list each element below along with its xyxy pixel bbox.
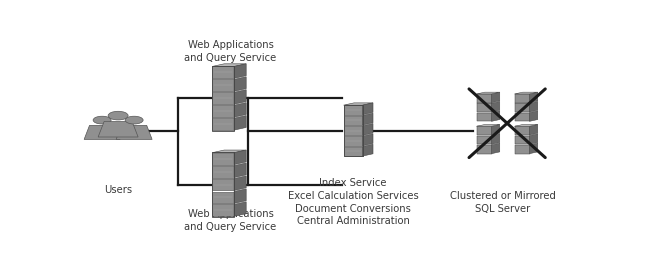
Polygon shape — [477, 92, 500, 94]
Polygon shape — [362, 144, 373, 156]
Polygon shape — [515, 125, 538, 126]
Polygon shape — [234, 150, 246, 165]
Polygon shape — [362, 123, 373, 136]
Polygon shape — [344, 103, 373, 105]
Polygon shape — [491, 111, 500, 121]
Polygon shape — [477, 126, 491, 135]
Polygon shape — [362, 113, 373, 125]
Polygon shape — [477, 125, 500, 126]
Circle shape — [125, 116, 143, 124]
Circle shape — [93, 116, 111, 124]
Polygon shape — [515, 103, 530, 112]
Polygon shape — [530, 92, 538, 103]
Polygon shape — [212, 179, 234, 190]
Polygon shape — [530, 143, 538, 154]
Polygon shape — [234, 102, 246, 117]
Text: Index Service
Excel Calculation Services
Document Conversions
Central Administra: Index Service Excel Calculation Services… — [288, 178, 419, 227]
Polygon shape — [212, 105, 234, 117]
Polygon shape — [212, 153, 234, 165]
Polygon shape — [515, 113, 530, 121]
Polygon shape — [234, 176, 246, 190]
Polygon shape — [515, 126, 530, 135]
Polygon shape — [212, 192, 234, 203]
Polygon shape — [344, 136, 362, 146]
Polygon shape — [212, 64, 246, 66]
Polygon shape — [477, 136, 491, 144]
Polygon shape — [515, 92, 538, 94]
Polygon shape — [212, 150, 246, 153]
Polygon shape — [234, 163, 246, 178]
Polygon shape — [515, 136, 530, 144]
Polygon shape — [234, 202, 246, 216]
Polygon shape — [344, 146, 362, 156]
Polygon shape — [530, 125, 538, 135]
Polygon shape — [515, 145, 530, 154]
Text: Clustered or Mirrored
SQL Server: Clustered or Mirrored SQL Server — [450, 191, 556, 214]
Polygon shape — [477, 103, 491, 112]
Polygon shape — [530, 101, 538, 112]
Polygon shape — [116, 125, 152, 139]
Polygon shape — [212, 166, 234, 178]
Polygon shape — [491, 92, 500, 103]
Polygon shape — [234, 189, 246, 203]
Polygon shape — [234, 90, 246, 104]
Text: Web Applications
and Query Service: Web Applications and Query Service — [184, 40, 277, 63]
Polygon shape — [212, 66, 234, 78]
Polygon shape — [362, 134, 373, 146]
Polygon shape — [477, 94, 491, 103]
Polygon shape — [234, 64, 246, 78]
Polygon shape — [234, 77, 246, 91]
Polygon shape — [344, 105, 362, 115]
Polygon shape — [212, 118, 234, 130]
Polygon shape — [362, 103, 373, 115]
Polygon shape — [234, 116, 246, 130]
Polygon shape — [212, 80, 234, 91]
Text: Users: Users — [104, 185, 132, 195]
Polygon shape — [491, 143, 500, 154]
Circle shape — [108, 111, 128, 120]
Polygon shape — [491, 134, 500, 144]
Polygon shape — [530, 134, 538, 144]
Polygon shape — [344, 126, 362, 136]
Polygon shape — [344, 116, 362, 125]
Polygon shape — [491, 125, 500, 135]
Text: Web Applications
and Query Service: Web Applications and Query Service — [184, 209, 277, 232]
Polygon shape — [212, 204, 234, 216]
Polygon shape — [515, 94, 530, 103]
Polygon shape — [477, 145, 491, 154]
Polygon shape — [212, 92, 234, 104]
Polygon shape — [98, 122, 138, 137]
Polygon shape — [477, 113, 491, 121]
Polygon shape — [530, 111, 538, 121]
Polygon shape — [84, 125, 120, 139]
Polygon shape — [491, 101, 500, 112]
